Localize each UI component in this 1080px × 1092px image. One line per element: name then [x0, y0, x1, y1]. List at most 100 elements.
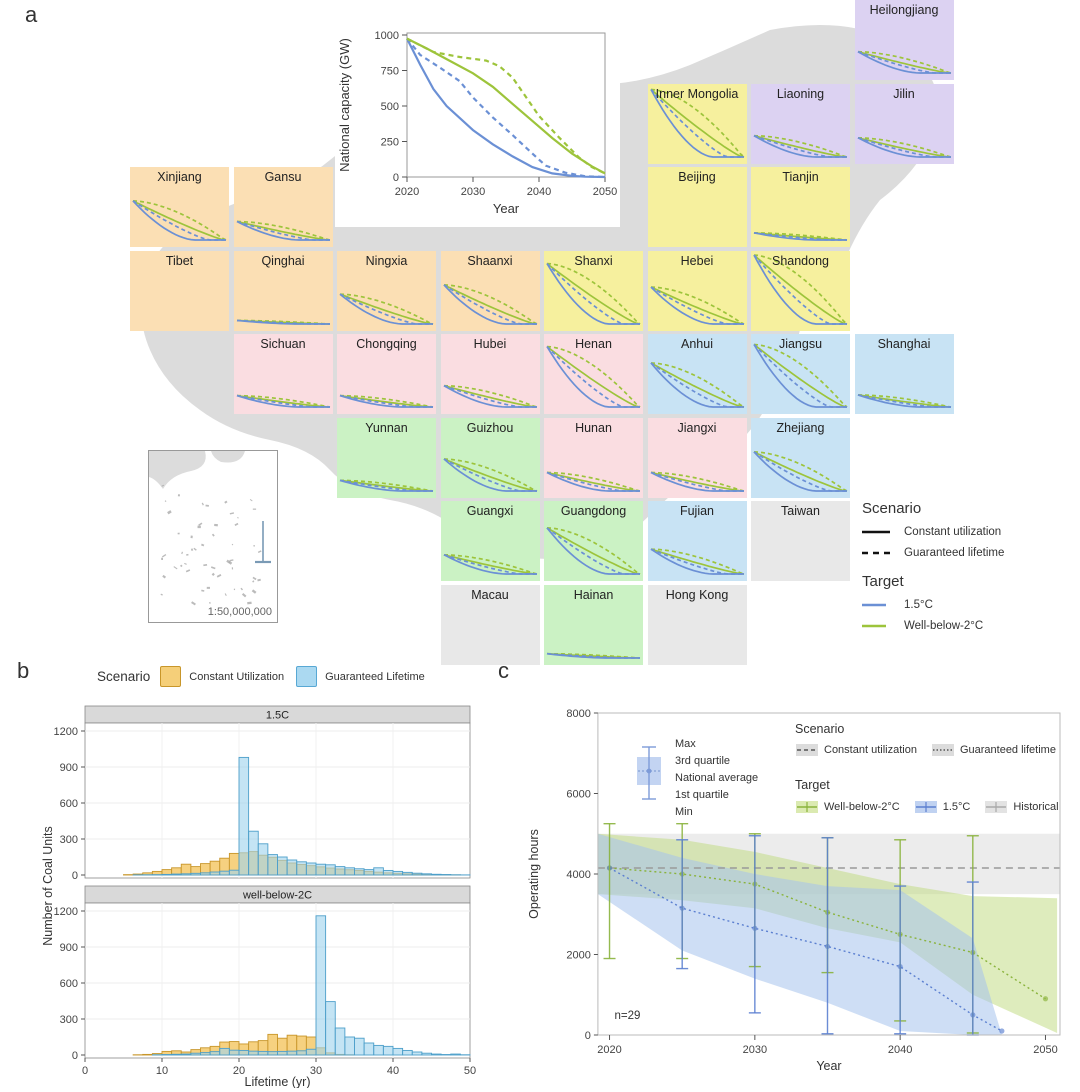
province-name: Shandong [771, 253, 829, 268]
svg-text:0: 0 [72, 870, 78, 882]
south-china-sea-inset: 1:50,000,000 [148, 450, 278, 623]
hist-legend-item-constant-utilization: Constant Utilization [160, 666, 284, 687]
hist-legend-label: Guaranteed Lifetime [325, 670, 425, 683]
svg-text:Lifetime (yr): Lifetime (yr) [245, 1075, 311, 1088]
national-capacity-chart: 0 250 500 750 1000 2020 2030 2040 2050 Year Nation… [337, 30, 617, 216]
province-tile-ningxia: Ningxia [337, 250, 436, 331]
province-sparkline [649, 88, 745, 158]
province-sparkline [857, 50, 951, 74]
province-sparkline [546, 345, 641, 408]
svg-text:0: 0 [82, 1065, 88, 1077]
province-tile-beijing: Beijing [647, 167, 747, 247]
province-name: Shaanxi [467, 253, 513, 268]
svg-text:0: 0 [72, 1050, 78, 1062]
svg-text:500: 500 [381, 101, 399, 113]
province-name: Shanxi [574, 253, 613, 268]
province-name: Jiangxi [677, 420, 717, 435]
province-name: Tianjin [782, 170, 819, 184]
op-target-legend-title: Target [795, 778, 830, 792]
explainer-3rd-quartile: 3rd quartile [675, 755, 731, 767]
band-line-swatch [985, 801, 1008, 813]
province-sparkline [132, 200, 227, 241]
province-sparkline [649, 362, 744, 408]
svg-text:Operating hours: Operating hours [527, 829, 541, 919]
svg-text:1.5C: 1.5C [266, 710, 289, 722]
province-sparkline [857, 136, 951, 158]
op-target-legend-items: Well-below-2°C 1.5°C Historical [795, 799, 1073, 815]
band-line-swatch [914, 801, 937, 813]
svg-text:750: 750 [381, 66, 399, 78]
svg-text:250: 250 [381, 137, 399, 149]
scenario-legend-items: Constant utilization Guaranteed lifetime [862, 526, 1074, 559]
province-name: Beijing [678, 170, 716, 184]
color-swatch [160, 666, 182, 687]
province-name: Hainan [573, 587, 614, 602]
province-tile-jiangxi: Jiangxi [647, 417, 747, 498]
explainer-1st-quartile: 1st quartile [675, 789, 729, 801]
province-sparkline [546, 262, 641, 325]
legend-item-constant-utilization: Constant utilization [862, 526, 1074, 538]
province-sparkline [546, 471, 641, 492]
province-tile-inner-mongolia: Inner Mongolia [647, 83, 747, 164]
svg-text:50: 50 [464, 1065, 476, 1077]
color-line-swatch [862, 603, 886, 607]
province-tile-hunan: Hunan [544, 417, 643, 498]
province-tile-liaoning: Liaoning [751, 83, 850, 164]
svg-text:300: 300 [60, 1014, 78, 1026]
svg-text:2050: 2050 [593, 186, 617, 198]
op-target-legend: Target Well-below-2°C 1.5°C Historical [795, 778, 1073, 815]
svg-text:2020: 2020 [597, 1044, 621, 1056]
operating-hours-chart: 0 2000 4000 6000 8000 2020 2030 2040 2050 Year Ope… [527, 708, 1061, 1073]
legend-item-label: Guaranteed lifetime [904, 547, 1005, 559]
explainer-national-average: National average [675, 772, 759, 784]
province-name: Fujian [679, 504, 715, 518]
svg-text:20: 20 [233, 1065, 245, 1077]
province-sparkline [753, 232, 848, 241]
dashed-line-swatch [796, 744, 818, 756]
legend-item-label: Constant utilization [904, 526, 1002, 538]
explainer-min: Min [675, 806, 693, 818]
province-sparkline [442, 457, 537, 492]
svg-text:2040: 2040 [888, 1044, 912, 1056]
op-legend-1-5-c: 1.5°C [914, 799, 970, 815]
province-sparkline [753, 253, 848, 325]
province-tile-anhui: Anhui [647, 334, 747, 414]
province-tile-gansu: Gansu [233, 167, 333, 247]
province-name: Hong Kong [665, 587, 729, 602]
province-sparkline [857, 394, 951, 408]
province-tile-qinghai: Qinghai [233, 250, 333, 331]
province-name: Ningxia [365, 253, 408, 268]
province-name: Qinghai [261, 253, 305, 268]
svg-text:National capacity (GW): National capacity (GW) [337, 38, 352, 172]
province-tile-guangdong: Guangdong [544, 501, 643, 581]
svg-text:Year: Year [816, 1059, 841, 1073]
op-legend-label: Constant utilization [824, 744, 917, 756]
svg-text:2000: 2000 [566, 950, 590, 962]
op-legend-label: Historical [1013, 801, 1059, 813]
province-tile-chongqing: Chongqing [337, 334, 436, 414]
svg-text:2030: 2030 [743, 1044, 767, 1056]
province-name: Hebei [680, 253, 714, 268]
svg-text:10: 10 [156, 1065, 168, 1077]
legend-item-guaranteed-lifetime: Guaranteed lifetime [862, 547, 1074, 559]
province-tile-yunnan: Yunnan [337, 417, 436, 498]
dotted-line-swatch [931, 744, 954, 756]
province-tile-jilin: Jilin [854, 83, 954, 164]
province-tile-hubei: Hubei [440, 334, 540, 414]
province-tile-hong-kong: Hong Kong [647, 584, 747, 665]
histogram-legend: Scenario Constant Utilization Guaranteed … [97, 666, 437, 687]
svg-text:300: 300 [60, 834, 78, 846]
province-sparkline [236, 220, 330, 241]
province-name: Xinjiang [157, 170, 202, 184]
province-tile-shandong: Shandong [751, 250, 850, 331]
province-name: Hubei [473, 337, 507, 351]
boxplot-explainer-labels: Max 3rd quartile National average 1st quart… [675, 736, 758, 821]
province-name: Hunan [575, 420, 612, 435]
svg-text:0: 0 [393, 172, 399, 184]
province-name: Gansu [264, 170, 302, 184]
province-tile-fujian: Fujian [647, 501, 747, 581]
svg-text:1000: 1000 [375, 30, 399, 42]
province-name: Jilin [893, 86, 915, 101]
province-sparkline [339, 292, 434, 325]
province-name: Tibet [165, 253, 194, 268]
